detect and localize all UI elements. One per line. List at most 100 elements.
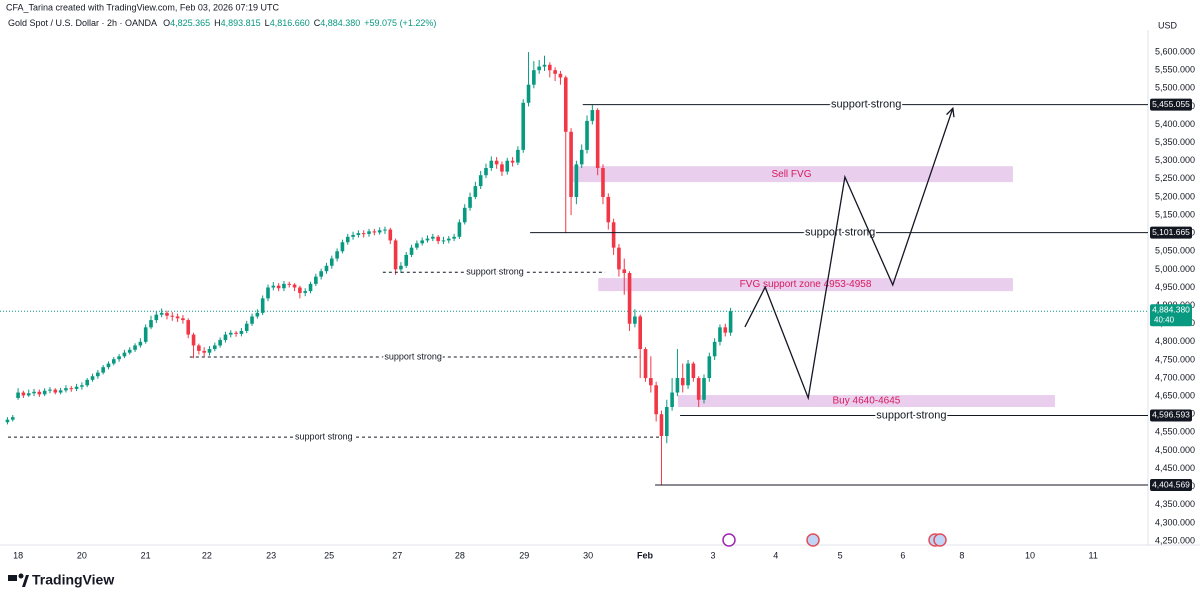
y-tick-label: 5,300.000 (1155, 155, 1195, 165)
level-text: support strong (805, 226, 875, 238)
price-label-box (1150, 226, 1192, 239)
ohlc-label: C (314, 18, 321, 28)
y-tick-label: 4,700.000 (1155, 372, 1195, 382)
candle-body (181, 318, 185, 321)
candle-body (303, 291, 308, 293)
last-price-label: 4,884.380 (1152, 305, 1190, 315)
candle-body (462, 207, 467, 223)
x-tick-label: 30 (583, 550, 593, 560)
ohlc-value: 4,825.365 (170, 18, 210, 28)
candle-body (314, 276, 318, 284)
event-icon (806, 533, 820, 547)
candle-body (649, 378, 653, 386)
level-text: support strong (466, 267, 524, 277)
candle-body (101, 367, 105, 373)
candle-body (728, 311, 733, 333)
candle-body (510, 160, 515, 163)
price-label: 4,596.593 (1152, 410, 1190, 420)
candle-body (478, 175, 483, 187)
x-tick-label: 3 (711, 550, 716, 560)
header: Gold Spot / U.S. Dollar · 2h · OANDA O4,8… (8, 18, 436, 28)
candle-body (558, 73, 563, 78)
x-tick-label: 27 (392, 550, 402, 560)
candle-body (234, 332, 238, 334)
x-tick-label: 5 (838, 550, 843, 560)
candle-body (633, 316, 637, 324)
candle-body (127, 349, 132, 353)
ohlc-value: 4,893.815 (221, 18, 261, 28)
candle-body (90, 376, 95, 380)
currency: USD (1158, 20, 1178, 30)
y-tick-label: 5,250.000 (1155, 173, 1195, 183)
candle-body (250, 316, 254, 324)
level-text: support strong (876, 409, 946, 421)
price-label: 5,101.665 (1152, 227, 1190, 237)
candle-body (680, 378, 685, 386)
candle-body (643, 349, 648, 379)
candle-body (606, 196, 611, 223)
candle-body (287, 283, 292, 285)
y-tick-label: 5,050.000 (1155, 246, 1195, 256)
candle-body (186, 320, 191, 335)
candle-body (266, 287, 270, 299)
candle-body (532, 70, 536, 85)
candle-body (260, 298, 265, 313)
x-tick-label: 29 (519, 550, 529, 560)
ohlc-value: 4,884.380 (320, 18, 360, 28)
candle-body (425, 238, 430, 241)
candle-body (106, 363, 111, 368)
candle-body (595, 110, 600, 168)
price-label-box (1150, 409, 1192, 422)
candle-body (218, 340, 222, 346)
x-tick-label: 18 (13, 550, 23, 560)
candle-body (74, 386, 79, 389)
candle-body (32, 391, 36, 394)
y-tick-label: 5,400.000 (1155, 119, 1195, 129)
candle-body (452, 236, 456, 239)
candle-body (686, 363, 690, 386)
candle-body (255, 312, 260, 317)
candle-body (393, 240, 398, 270)
candle-body (37, 391, 42, 395)
candle-body (659, 414, 664, 436)
candle-body (675, 378, 680, 393)
projection-path (744, 108, 954, 401)
y-tick-label: 4,950.000 (1155, 282, 1195, 292)
candle-body (526, 84, 531, 103)
candle-body (494, 160, 499, 165)
last-price-box (1150, 304, 1192, 327)
candle-body (404, 254, 409, 266)
candle-body (16, 392, 20, 398)
price-label-box (1150, 98, 1192, 111)
candle-body (228, 332, 233, 335)
y-tick-label: 5,600.000 (1155, 46, 1195, 56)
candle-body (446, 238, 451, 241)
candle-body (484, 167, 488, 176)
candle-body (58, 390, 63, 393)
candle-body (170, 315, 175, 317)
candle-body (712, 341, 717, 357)
y-tick-label: 5,000.000 (1155, 264, 1195, 274)
candle-body (207, 349, 212, 353)
candle-body (351, 234, 355, 237)
candle-body (569, 131, 573, 197)
candle-body (420, 240, 424, 244)
level-text: support strong (831, 98, 901, 110)
y-tick-label: 4,250.000 (1155, 535, 1195, 545)
x-tick-label: 21 (141, 550, 151, 560)
candle-body (111, 359, 116, 364)
candle-body (213, 345, 217, 350)
candle-body (542, 64, 547, 67)
candle-body (154, 314, 159, 321)
candle-body (282, 283, 286, 289)
logo: TradingView (8, 572, 114, 588)
candle-body (399, 265, 403, 270)
candle-body (457, 222, 462, 237)
countdown: 40:40 (1154, 315, 1175, 324)
candle-body (292, 284, 297, 288)
level-text: support strong (384, 351, 442, 361)
x-tick-label: Feb (637, 550, 654, 560)
candle-body (149, 320, 153, 328)
y-tick-label: 4,450.000 (1155, 463, 1195, 473)
